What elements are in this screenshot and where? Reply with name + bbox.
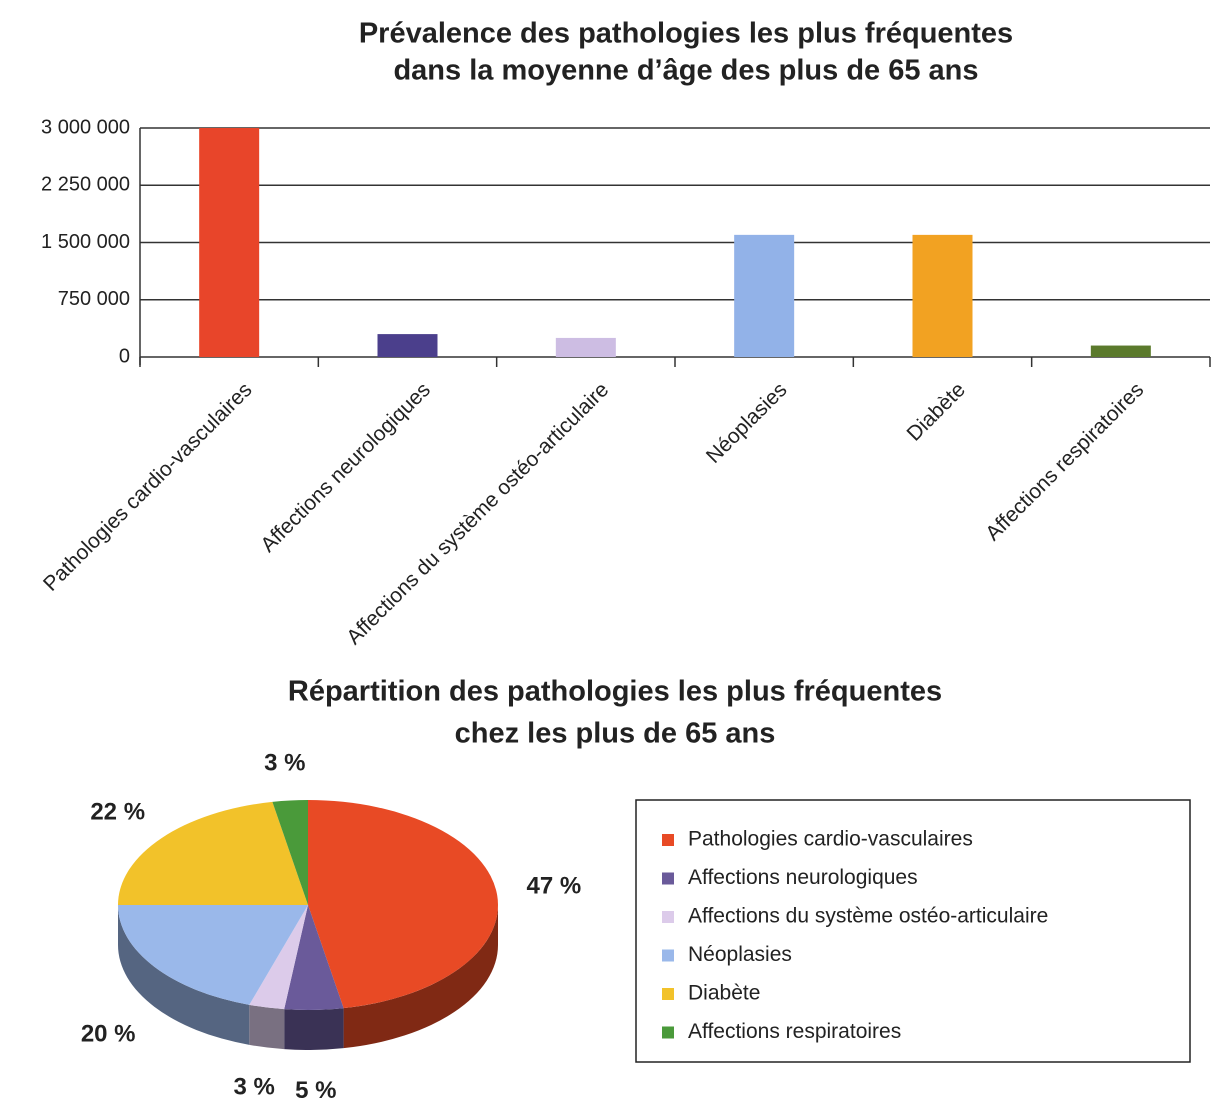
y-tick-label: 1 500 000 [41,231,130,253]
slice [118,801,308,905]
slice [284,905,344,1010]
legend-label: Affections respiratoires [688,1020,901,1043]
slice-side [249,1004,285,1050]
legend-label: Diabète [688,982,760,1005]
slice-side [118,905,250,1045]
slice-label: 3 % [233,1074,274,1101]
y-tick-label: 2 250 000 [41,174,130,196]
legend-swatch [662,949,674,962]
legend-swatch [662,834,674,846]
x-tick-label: Pathologies cardio-vasculaires [39,378,257,596]
bar [734,234,795,357]
x-tick-label: Néoplasies [702,378,792,468]
bar [555,337,616,357]
legend-swatch [662,911,674,923]
bar [912,234,973,357]
slice-side [284,1008,344,1050]
legend-box [635,799,1191,1063]
x-tick-label: Affections neurologiques [256,378,435,557]
slice [308,800,498,1009]
legend-label: Affections neurologiques [688,866,918,889]
legend-swatch [662,988,674,1000]
bar [1090,345,1151,357]
pie-title: Répartition des pathologies les plus fré… [288,676,942,708]
x-tick-label: Affections respiratoires [981,378,1148,545]
legend-label: Néoplasies [688,943,792,966]
slice-label: 3 % [264,749,305,776]
legend-swatch [662,1026,674,1039]
slice [272,800,308,905]
bar [199,128,260,357]
slice-label: 47 % [527,872,582,899]
bar [377,334,438,357]
slice-label: 5 % [295,1077,336,1104]
legend-swatch [662,872,674,885]
x-tick-label: Diabète [903,378,970,445]
legend-label: Pathologies cardio-vasculaires [688,828,973,851]
pie-title: chez les plus de 65 ans [455,718,776,750]
slice-label: 22 % [90,798,145,825]
legend-label: Affections du système ostéo-articulaire [688,905,1048,928]
slice-label: 20 % [81,1021,136,1048]
slice [249,905,308,1010]
y-tick-label: 750 000 [58,288,130,310]
y-tick-label: 0 [119,345,130,367]
bar-title: dans la moyenne d’âge des plus de 65 ans [393,55,978,87]
slice [118,905,308,1005]
slice-side [343,905,499,1049]
y-tick-label: 3 000 000 [41,116,130,138]
bar-title: Prévalence des pathologies les plus fréq… [359,18,1013,50]
